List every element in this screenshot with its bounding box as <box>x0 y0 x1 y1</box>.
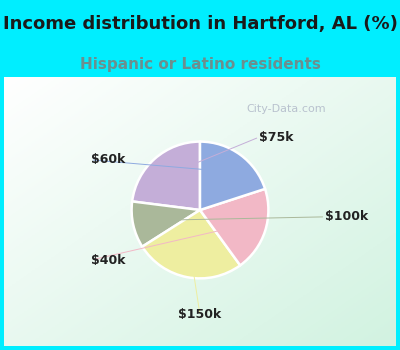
Text: $75k: $75k <box>259 131 294 144</box>
Text: Income distribution in Hartford, AL (%): Income distribution in Hartford, AL (%) <box>2 15 398 33</box>
Text: $40k: $40k <box>90 254 125 267</box>
Wedge shape <box>142 210 240 278</box>
Text: $100k: $100k <box>326 210 369 223</box>
Wedge shape <box>132 202 200 247</box>
Text: $60k: $60k <box>90 153 125 166</box>
Wedge shape <box>200 189 268 265</box>
Text: Hispanic or Latino residents: Hispanic or Latino residents <box>80 57 320 72</box>
Wedge shape <box>132 142 200 210</box>
Wedge shape <box>200 142 265 210</box>
Text: $150k: $150k <box>178 308 222 321</box>
Text: City-Data.com: City-Data.com <box>246 104 326 114</box>
